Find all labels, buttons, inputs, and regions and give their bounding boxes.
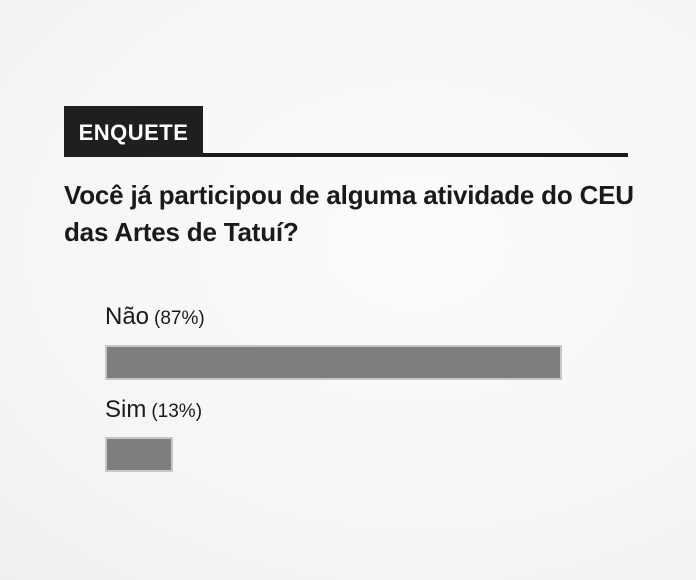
poll-question-line-2: das Artes de Tatuí? — [64, 217, 299, 247]
poll-option-nao-label: Não — [105, 303, 150, 330]
poll-option-sim-percentage: (13%) — [151, 401, 203, 422]
poll-option-sim: Sim (13%) — [105, 396, 202, 426]
poll-option-nao: Não (87%) — [105, 303, 205, 333]
poll-section-label: ENQUETE — [78, 119, 189, 145]
header-underline — [64, 153, 628, 157]
poll-section-badge: ENQUETE — [64, 106, 203, 157]
poll-result-bar-nao — [105, 345, 562, 380]
poll-question-line-1: Você já participou de alguma atividade d… — [64, 180, 634, 210]
poll-option-sim-label: Sim — [105, 396, 147, 423]
poll-option-nao-percentage: (87%) — [154, 308, 205, 329]
poll-question: Você já participou de alguma atividade d… — [64, 177, 634, 251]
poll-result-bar-sim — [105, 437, 173, 472]
